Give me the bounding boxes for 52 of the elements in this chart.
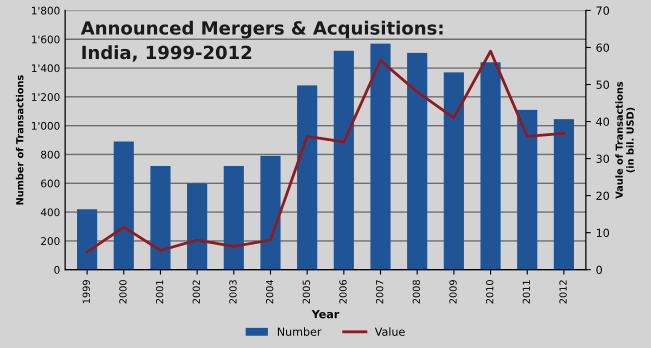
x-tick-label: 2002 [192,280,200,304]
bar [77,209,98,270]
y2-tick-label: 70 [596,6,610,15]
x-tick-label: 2010 [486,280,494,304]
x-axis-title: Year [312,310,340,318]
y-tick-label: 1'200 [32,93,60,101]
bar [554,119,574,270]
bar [517,110,538,270]
bar [224,166,244,270]
x-tick-label: 2005 [302,280,310,304]
y-tick-label: 400 [40,208,60,216]
y-tick-label: 800 [41,150,60,159]
x-tick-label: 2006 [339,280,347,304]
x-tick-label: 2000 [119,280,127,304]
y-tick-label: 0 [54,266,60,274]
y2-tick-label: 10 [596,228,610,238]
x-tick-label: 2009 [449,280,457,304]
bar [260,156,281,270]
x-tick-label: 2011 [522,280,530,304]
y-tick-label: 1'400 [32,64,60,72]
y-tick-label: 1'600 [32,35,60,44]
x-tick-label: 2003 [229,280,237,304]
bar [334,50,354,270]
bar [297,85,318,270]
y-tick-label: 200 [41,237,60,245]
bar [444,72,464,270]
y2-tick-label: 20 [596,192,610,200]
y-tick-label: 1'000 [32,122,60,130]
x-tick-label: 2008 [412,280,420,304]
bar [187,183,208,270]
legend-label: Number [278,327,322,336]
text: Announced Mergers & Acquisitions: India, 1999-2012 [80,20,443,62]
y2-tick-label: 0 [596,266,602,274]
y2-tick-label: 40 [596,118,610,126]
legend-label: Value [374,327,405,336]
bar [370,44,391,270]
x-tick-label: 1999 [82,280,90,304]
x-tick-label: 2012 [559,280,567,304]
y-tick-label: 600 [41,180,60,188]
bar [150,166,171,270]
y-axis-title: Number of Transactions [16,75,24,204]
y2-tick-label: 30 [596,154,610,163]
bar [407,52,428,270]
x-tick-label: 2007 [376,280,384,304]
y-tick-label: 1'800 [32,6,60,15]
x-tick-label: 2004 [266,280,274,304]
bar [114,142,134,270]
y2-tick-label: 60 [596,43,610,52]
y2-tick-label: 50 [596,80,610,89]
y2-axis-title: Vaule of Transactions (in bil. USD) [615,82,635,199]
bar [480,62,501,270]
x-tick-label: 2001 [156,280,164,304]
